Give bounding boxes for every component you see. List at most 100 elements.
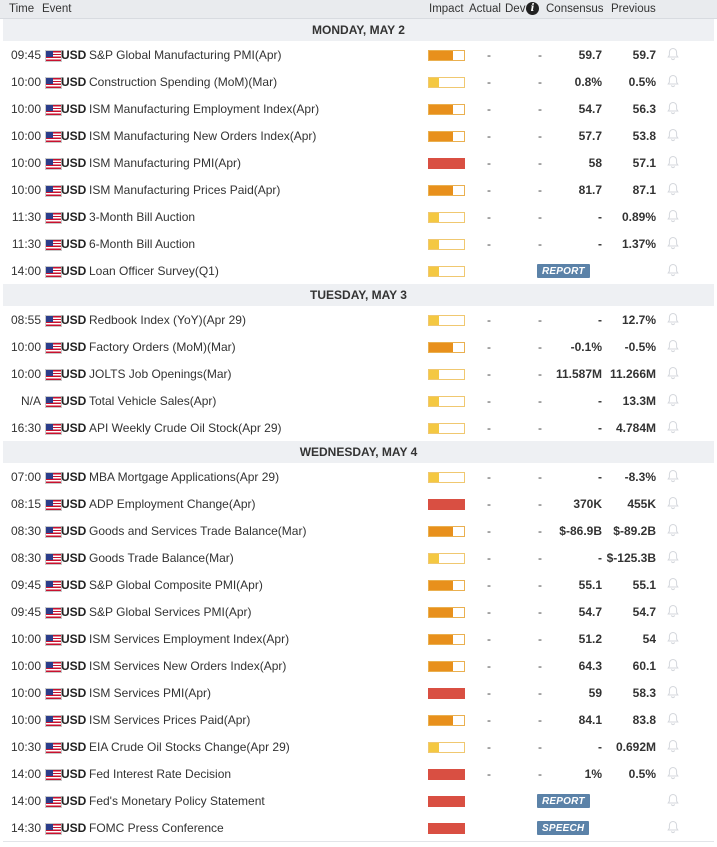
bell-icon[interactable]	[666, 577, 680, 591]
bell-icon[interactable]	[666, 420, 680, 434]
event-name[interactable]: API Weekly Crude Oil Stock(Apr 29)	[89, 421, 282, 435]
table-row[interactable]: 07:00 USD MBA Mortgage Applications(Apr 29…	[3, 463, 714, 491]
table-row[interactable]: 10:00 USD Factory Orders (MoM)(Mar) - - -0.1%…	[3, 333, 714, 361]
event-name[interactable]: ISM Manufacturing PMI(Apr)	[89, 156, 242, 170]
impact-bar	[428, 315, 465, 326]
event-name[interactable]: Total Vehicle Sales(Apr)	[89, 394, 217, 408]
event-name[interactable]: ISM Services PMI(Apr)	[89, 686, 212, 700]
event-dev: -	[538, 183, 542, 197]
event-name[interactable]: MBA Mortgage Applications(Apr 29)	[89, 470, 280, 484]
header-consensus[interactable]: Consensus	[546, 3, 604, 15]
bell-icon[interactable]	[666, 128, 680, 142]
event-name[interactable]: JOLTS Job Openings(Mar)	[89, 367, 232, 381]
table-row[interactable]: 09:45 USD S&P Global Manufacturing PMI(Apr…	[3, 41, 714, 69]
table-row[interactable]: 08:15 USD ADP Employment Change(Apr) - - 370K…	[3, 490, 714, 518]
event-name[interactable]: Fed Interest Rate Decision	[89, 767, 232, 781]
table-row[interactable]: 08:55 USD Redbook Index (YoY)(Apr 29) - - - 12…	[3, 306, 714, 334]
table-row[interactable]: 14:00 USD Loan Officer Survey(Q1) REPORT	[3, 257, 714, 285]
bell-icon[interactable]	[666, 469, 680, 483]
bell-icon[interactable]	[666, 496, 680, 510]
bell-icon[interactable]	[666, 793, 680, 807]
event-name[interactable]: 6-Month Bill Auction	[89, 237, 196, 251]
event-name[interactable]: ISM Manufacturing Employment Index(Apr)	[89, 102, 320, 116]
bell-icon[interactable]	[666, 101, 680, 115]
bell-icon[interactable]	[666, 236, 680, 250]
header-previous[interactable]: Previous	[611, 3, 656, 15]
table-row[interactable]: 10:30 USD EIA Crude Oil Stocks Change(Apr …	[3, 733, 714, 761]
bell-icon[interactable]	[666, 155, 680, 169]
table-row[interactable]: 10:00 USD ISM Services PMI(Apr) - - 59 58.3	[3, 679, 714, 707]
table-row[interactable]: 10:00 USD ISM Services Employment Index(Ap…	[3, 625, 714, 653]
event-name[interactable]: Factory Orders (MoM)(Mar)	[89, 340, 236, 354]
bell-icon[interactable]	[666, 182, 680, 196]
bell-icon[interactable]	[666, 523, 680, 537]
bell-icon[interactable]	[666, 685, 680, 699]
event-name[interactable]: S&P Global Manufacturing PMI(Apr)	[89, 48, 282, 62]
report-badge[interactable]: REPORT	[537, 794, 590, 808]
event-name[interactable]: FOMC Press Conference	[89, 821, 224, 835]
table-row[interactable]: 16:30 USD API Weekly Crude Oil Stock(Apr 2…	[3, 414, 714, 442]
event-name[interactable]: Loan Officer Survey(Q1)	[89, 264, 219, 278]
event-name[interactable]: ISM Services New Orders Index(Apr)	[89, 659, 287, 673]
event-name[interactable]: Goods Trade Balance(Mar)	[89, 551, 234, 565]
bell-icon[interactable]	[666, 74, 680, 88]
event-name[interactable]: 3-Month Bill Auction	[89, 210, 196, 224]
table-row[interactable]: 14:00 USD Fed's Monetary Policy Statement R…	[3, 787, 714, 815]
event-name[interactable]: Fed's Monetary Policy Statement	[89, 794, 265, 808]
bell-icon[interactable]	[666, 550, 680, 564]
table-row[interactable]: 09:45 USD S&P Global Composite PMI(Apr) - - 5…	[3, 571, 714, 599]
event-name[interactable]: EIA Crude Oil Stocks Change(Apr 29)	[89, 740, 290, 754]
bell-icon[interactable]	[666, 766, 680, 780]
table-row[interactable]: N/A USD Total Vehicle Sales(Apr) - - - 13.3M	[3, 387, 714, 415]
header-actual[interactable]: Actual	[469, 3, 501, 15]
header-event[interactable]: Event	[42, 3, 72, 15]
bell-icon[interactable]	[666, 631, 680, 645]
event-dev: -	[538, 524, 542, 538]
bell-icon[interactable]	[666, 604, 680, 618]
report-badge[interactable]: REPORT	[537, 264, 590, 278]
bell-icon[interactable]	[666, 658, 680, 672]
event-name[interactable]: ISM Services Employment Index(Apr)	[89, 632, 290, 646]
table-row[interactable]: 14:00 USD Fed Interest Rate Decision - - 1% 0.…	[3, 760, 714, 788]
bell-icon[interactable]	[666, 312, 680, 326]
table-row[interactable]: 10:00 USD Construction Spending (MoM)(Mar)…	[3, 68, 714, 96]
bell-icon[interactable]	[666, 263, 680, 277]
table-row[interactable]: 09:45 USD S&P Global Services PMI(Apr) - - 54…	[3, 598, 714, 626]
table-row[interactable]: 08:30 USD Goods and Services Trade Balance…	[3, 517, 714, 545]
table-row[interactable]: 10:00 USD ISM Manufacturing PMI(Apr) - - 58 57…	[3, 149, 714, 177]
event-name[interactable]: ISM Services Prices Paid(Apr)	[89, 713, 251, 727]
event-name[interactable]: S&P Global Composite PMI(Apr)	[89, 578, 263, 592]
bell-icon[interactable]	[666, 820, 680, 834]
bell-icon[interactable]	[666, 712, 680, 726]
bell-icon[interactable]	[666, 47, 680, 61]
table-row[interactable]: 14:30 USD FOMC Press Conference SPEECH	[3, 814, 714, 842]
us-flag-icon	[45, 396, 62, 408]
table-row[interactable]: 10:00 USD JOLTS Job Openings(Mar) - -11.587M…	[3, 360, 714, 388]
info-icon[interactable]: i	[526, 2, 539, 15]
event-name[interactable]: ADP Employment Change(Apr)	[89, 497, 256, 511]
table-row[interactable]: 10:00 USD ISM Services Prices Paid(Apr) - - 8…	[3, 706, 714, 734]
table-row[interactable]: 10:00 USD ISM Services New Orders Index(Ap…	[3, 652, 714, 680]
table-row[interactable]: 08:30 USD Goods Trade Balance(Mar) - - - $-125…	[3, 544, 714, 572]
event-name[interactable]: Redbook Index (YoY)(Apr 29)	[89, 313, 246, 327]
bell-icon[interactable]	[666, 339, 680, 353]
header-dev[interactable]: Dev	[505, 3, 526, 15]
table-row[interactable]: 10:00 USD ISM Manufacturing New Orders Ind…	[3, 122, 714, 150]
event-name[interactable]: Construction Spending (MoM)(Mar)	[89, 75, 278, 89]
table-row[interactable]: 11:30 USD 6-Month Bill Auction - - - 1.37%	[3, 230, 714, 258]
table-row[interactable]: 10:00 USD ISM Manufacturing Employment Ind…	[3, 95, 714, 123]
bell-icon[interactable]	[666, 393, 680, 407]
report-badge[interactable]: SPEECH	[537, 821, 590, 835]
event-time: 10:00	[10, 156, 41, 170]
header-time[interactable]: Time	[9, 3, 35, 15]
bell-icon[interactable]	[666, 209, 680, 223]
event-name[interactable]: Goods and Services Trade Balance(Mar)	[89, 524, 307, 538]
event-name[interactable]: S&P Global Services PMI(Apr)	[89, 605, 252, 619]
table-row[interactable]: 11:30 USD 3-Month Bill Auction - - - 0.89%	[3, 203, 714, 231]
table-row[interactable]: 10:00 USD ISM Manufacturing Prices Paid(Ap…	[3, 176, 714, 204]
bell-icon[interactable]	[666, 739, 680, 753]
event-name[interactable]: ISM Manufacturing New Orders Index(Apr)	[89, 129, 317, 143]
event-name[interactable]: ISM Manufacturing Prices Paid(Apr)	[89, 183, 281, 197]
bell-icon[interactable]	[666, 366, 680, 380]
header-impact[interactable]: Impact	[429, 3, 464, 15]
